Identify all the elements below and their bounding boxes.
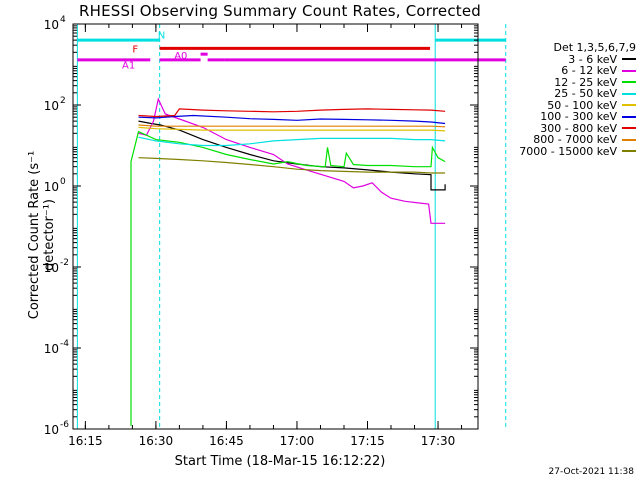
reference-lines [76,24,507,429]
legend-label: 12 - 25 keV [554,75,617,89]
legend-entry: 6 - 12 keV [482,65,636,77]
plot-frame [72,23,479,430]
legend-label: 25 - 50 keV [554,87,617,100]
y-tick-exponent: 2 [60,96,66,106]
state-bar-label-A1: A1 [122,61,135,72]
y-tick-label: 10 [44,423,59,437]
x-tick-label: 16:30 [139,434,174,448]
series-line-6 [138,108,446,118]
series-lines [130,97,446,426]
x-tick-label: 16:45 [209,434,244,448]
y-axis-label: Corrected Count Rate (s⁻¹ detector⁻¹) [27,150,57,320]
state-bar-label-F: F [132,44,138,55]
y-tick-exponent: 0 [60,177,66,187]
legend-entry: 800 - 7000 keV [482,134,636,146]
axes [72,23,479,430]
chart-title: RHESSI Observing Summary Count Rates, Co… [78,2,481,20]
legend-entry: 100 - 300 keV [482,111,636,123]
x-tick-label: 16:15 [68,434,103,448]
x-tick-label: 17:00 [280,434,315,448]
legend: Det 1,3,5,6,7,9 3 - 6 keV 6 - 12 keV 12 - … [482,42,636,157]
legend-swatch [622,127,636,130]
legend-label: 3 - 6 keV [568,52,617,66]
legend-label: 300 - 800 keV [540,121,617,135]
state-bars: N F A0 A1 [77,31,506,72]
x-axis-label: Start Time (18-Mar-15 16:12:22) [174,454,386,469]
legend-swatch [622,81,636,84]
legend-entry: 3 - 6 keV [482,52,636,66]
series-line-2 [130,130,446,426]
legend-entries: 3 - 6 keV 6 - 12 keV 12 - 25 keV 25 - 50 ke… [482,52,636,158]
legend-entry: 300 - 800 keV [482,121,636,135]
legend-entry: 50 - 100 keV [482,98,636,112]
y-tick-label: 10 [44,342,59,356]
legend-label: 6 - 12 keV [561,64,617,77]
legend-swatch [622,115,636,118]
series-line-4 [138,126,446,132]
legend-label: 7000 - 15000 keV [519,144,617,158]
y-tick-label: 10 [44,99,59,113]
state-bar-label-N: N [158,31,165,42]
state-bar-label-A0: A0 [174,51,187,62]
legend-entry: 12 - 25 keV [482,75,636,89]
legend-label: 50 - 100 keV [547,98,617,112]
legend-swatch [622,138,636,141]
y-tick-exponent: 4 [60,15,66,25]
series-line-5 [138,114,446,125]
legend-swatch [622,58,636,61]
y-tick-label: 10 [44,261,59,275]
series-line-8 [138,157,446,174]
legend-swatch [622,69,636,72]
y-tick-label: 10 [44,18,59,32]
legend-swatch [622,92,636,95]
y-tick-label: 10 [44,180,59,194]
x-tick-label: 17:15 [350,434,385,448]
legend-swatch [622,104,636,107]
x-tick-label: 17:30 [421,434,456,448]
legend-label: 800 - 7000 keV [533,133,617,146]
legend-swatch [622,150,636,153]
series-line-0 [138,120,446,191]
series-line-1 [138,97,446,224]
series-line-7 [138,124,446,128]
series-line-3 [138,136,446,147]
y-tick-exponent: -2 [60,258,69,268]
legend-entry: 25 - 50 keV [482,88,636,100]
y-tick-exponent: -4 [60,339,69,349]
timestamp-footer: 27-Oct-2021 11:38 [548,467,634,477]
legend-label: 100 - 300 keV [540,110,617,123]
y-tick-exponent: -6 [60,420,69,430]
legend-title: Det 1,3,5,6,7,9 [553,41,636,54]
legend-entry: 7000 - 15000 keV [482,144,636,158]
